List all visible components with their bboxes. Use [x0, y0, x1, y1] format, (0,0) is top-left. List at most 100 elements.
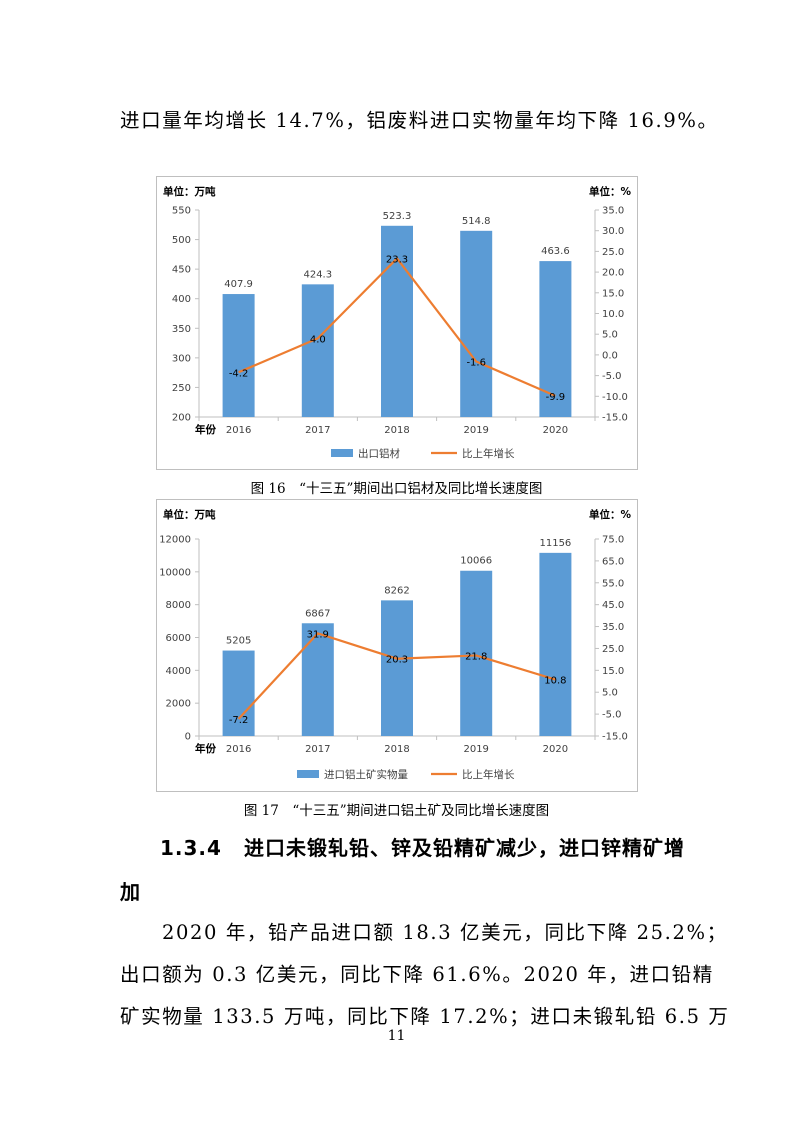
x-tick-label: 2018 — [384, 744, 409, 755]
y-right-tick-label: 35.0 — [602, 622, 624, 633]
y-right-tick-label: -10.0 — [602, 392, 628, 403]
y-left-tick-label: 300 — [172, 353, 191, 364]
y-left-tick-label: 200 — [172, 413, 191, 424]
bar-2017 — [301, 284, 334, 417]
y-right-tick-label: 55.0 — [602, 578, 624, 589]
unit-left-label: 单位：万吨 — [163, 185, 216, 198]
line-data-label: -4.2 — [229, 368, 249, 379]
line-data-label: -1.6 — [466, 358, 486, 369]
y-right-tick-label: -15.0 — [602, 732, 628, 743]
x-tick-label: 2020 — [543, 744, 568, 755]
bar-data-label: 8262 — [384, 585, 409, 596]
y-right-tick-label: 10.0 — [602, 309, 624, 320]
y-right-tick-label: 25.0 — [602, 644, 624, 655]
x-tick-label: 2020 — [543, 425, 568, 436]
y-left-tick-label: 400 — [172, 294, 191, 305]
line-data-label: 23.3 — [386, 254, 408, 265]
bar-2018 — [381, 600, 413, 736]
chart-2-frame: 单位：万吨 单位：% 0 2000 4000 6000 8000 10000 12000 -15.… — [156, 499, 638, 792]
growth-line — [238, 256, 556, 397]
legend-bar-label: 进口铝土矿实物量 — [324, 768, 408, 781]
x-tick-label: 2016 — [226, 425, 251, 436]
y-right-tick-label: 0.0 — [602, 350, 618, 361]
y-left-tick-label: 250 — [172, 383, 191, 394]
chart-2-svg: 单位：万吨 单位：% 0 2000 4000 6000 8000 10000 12000 -15.… — [159, 508, 631, 781]
body-line: 矿实物量 133.5 万吨，同比下降 17.2%；进口未锻轧铅 6.5 万 — [120, 1005, 730, 1028]
bar-data-label: 463.6 — [541, 246, 570, 257]
bar-2017 — [301, 623, 334, 736]
unit-right-label: 单位：% — [589, 508, 631, 521]
y-left-tick-label: 6000 — [166, 633, 191, 644]
y-right-tick-label: 75.0 — [602, 535, 624, 546]
y-left-tick-label: 500 — [172, 235, 191, 246]
body-line: 2020 年，铅产品进口额 18.3 亿美元，同比下降 25.2%； — [162, 921, 728, 944]
x-tick-label: 2017 — [305, 744, 330, 755]
y-right-tick-label: 15.0 — [602, 288, 624, 299]
bar-2019 — [460, 230, 493, 417]
chart-1-svg: 单位：万吨 单位：% 200 250 300 350 400 450 500 550 -15.0 -1… — [163, 185, 631, 460]
intro-paragraph-line: 进口量年均增长 14.7%，铝废料进口实物量年均下降 16.9%。 — [120, 109, 719, 132]
chart-1-frame: 单位：万吨 单位：% 200 250 300 350 400 450 500 550 -15.0 -1… — [156, 176, 638, 470]
bar-data-label: 11156 — [539, 538, 571, 549]
growth-line — [237, 632, 556, 720]
page-number: 11 — [387, 1028, 406, 1044]
y-right-tick-label: 5.0 — [602, 330, 618, 341]
x-axis-title: 年份 — [195, 742, 216, 755]
legend-line-label: 比上年增长 — [462, 768, 515, 781]
y-left-tick-label: 0 — [185, 732, 191, 743]
y-right-tick-label: 35.0 — [602, 206, 624, 217]
body-line: 出口额为 0.3 亿美元，同比下降 61.6%。2020 年，进口铅精 — [120, 963, 714, 986]
bar-data-label: 6867 — [305, 608, 330, 619]
y-left-tick-label: 550 — [172, 206, 191, 217]
section-number: 1.3.4 — [160, 836, 222, 860]
unit-right-label: 单位：% — [589, 185, 631, 198]
legend-line-label: 比上年增长 — [462, 447, 515, 460]
y-left-tick-label: 8000 — [166, 600, 191, 611]
x-tick-label: 2019 — [463, 425, 488, 436]
legend-bar-label: 出口铝材 — [358, 447, 400, 460]
legend-bar-swatch — [331, 449, 353, 457]
bar-2016 — [222, 294, 255, 417]
x-axis-title: 年份 — [195, 423, 216, 436]
x-tick-label: 2018 — [384, 425, 409, 436]
bar-data-label: 523.3 — [383, 211, 412, 222]
line-data-label: 20.3 — [386, 655, 408, 666]
bar-data-label: 424.3 — [303, 269, 332, 280]
line-data-label: 4.0 — [310, 334, 326, 345]
y-left-tick-label: 12000 — [159, 535, 191, 546]
x-tick-label: 2016 — [226, 744, 251, 755]
y-right-tick-label: -15.0 — [602, 413, 628, 424]
bar-data-label: 407.9 — [224, 279, 253, 290]
line-data-label: -7.2 — [229, 715, 249, 726]
section-heading: 1.3.4 进口未锻轧铅、锌及铅精矿减少，进口锌精矿增 — [160, 832, 685, 861]
y-left-tick-label: 10000 — [159, 567, 191, 578]
y-left-tick-label: 2000 — [166, 699, 191, 710]
y-right-tick-label: -5.0 — [602, 371, 622, 382]
y-right-tick-label: 25.0 — [602, 247, 624, 258]
x-tick-label: 2017 — [305, 425, 330, 436]
bar-data-label: 514.8 — [462, 216, 491, 227]
figure-17-caption: 图 17 “十三五”期间进口铝土矿及同比增长速度图 — [243, 803, 550, 819]
bar-2019 — [460, 570, 493, 736]
y-right-tick-label: 30.0 — [602, 226, 624, 237]
y-right-tick-label: 65.0 — [602, 556, 624, 567]
legend-bar-swatch — [297, 770, 319, 778]
bar-2020 — [539, 552, 572, 736]
line-data-label: 21.8 — [465, 651, 487, 662]
y-left-tick-label: 450 — [172, 265, 191, 276]
line-data-label: -9.9 — [546, 392, 566, 403]
line-data-label: 10.8 — [544, 676, 566, 687]
bar-data-label: 10066 — [460, 556, 492, 567]
y-left-tick-label: 350 — [172, 324, 191, 335]
y-right-tick-label: -5.0 — [602, 710, 622, 721]
y-right-tick-label: 20.0 — [602, 268, 624, 279]
x-tick-label: 2019 — [463, 744, 488, 755]
line-data-label: 31.9 — [307, 629, 329, 640]
section-title-line1: 进口未锻轧铅、锌及铅精矿减少，进口锌精矿增 — [243, 836, 685, 860]
y-right-tick-label: 45.0 — [602, 600, 624, 611]
y-right-tick-label: 15.0 — [602, 666, 624, 677]
figure-16-caption: 图 16 “十三五”期间出口铝材及同比增长速度图 — [250, 481, 543, 497]
unit-left-label: 单位：万吨 — [163, 508, 216, 521]
bar-data-label: 5205 — [226, 636, 251, 647]
section-title-line2: 加 — [120, 880, 140, 904]
